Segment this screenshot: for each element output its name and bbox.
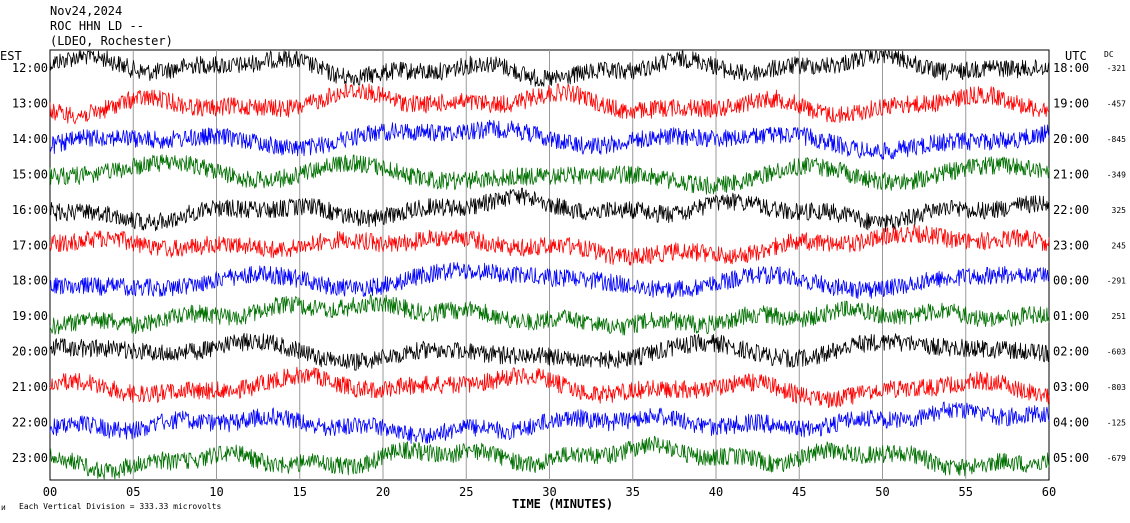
x-tick-label: 50 xyxy=(875,485,889,499)
x-tick-label: 30 xyxy=(542,485,556,499)
dc-offset-label: -679 xyxy=(1107,454,1126,463)
dc-offset-label: -125 xyxy=(1107,419,1126,428)
seismic-trace xyxy=(49,401,1050,444)
est-hour-label: 12:00 xyxy=(12,61,48,75)
dc-offset-label: -603 xyxy=(1107,348,1126,357)
dc-offset-label: -803 xyxy=(1107,383,1126,392)
est-hour-label: 22:00 xyxy=(12,416,48,430)
dc-offset-label: -349 xyxy=(1107,170,1126,179)
x-tick-label: 40 xyxy=(709,485,723,499)
est-hour-label: 15:00 xyxy=(12,167,48,181)
x-tick-label: 10 xyxy=(209,485,223,499)
est-hour-label: 13:00 xyxy=(12,96,48,110)
utc-hour-label: 00:00 xyxy=(1053,274,1089,288)
x-axis-title: TIME (MINUTES) xyxy=(512,497,613,511)
seismic-trace xyxy=(49,187,1050,233)
dc-offset-label: -321 xyxy=(1107,64,1126,73)
seismic-trace xyxy=(49,332,1050,371)
utc-hour-label: 22:00 xyxy=(1053,203,1089,217)
seismic-trace xyxy=(49,154,1050,195)
seismic-trace xyxy=(49,366,1050,409)
x-tick-label: 05 xyxy=(126,485,140,499)
x-tick-label: 55 xyxy=(959,485,973,499)
seismic-trace xyxy=(49,261,1050,299)
vertical-grid xyxy=(132,50,967,480)
utc-hour-label: 01:00 xyxy=(1053,309,1089,323)
dc-offset-label: -457 xyxy=(1107,99,1126,108)
corner-mark: ᴎ xyxy=(1,503,6,512)
est-hour-label: 21:00 xyxy=(12,380,48,394)
x-tick-label: 00 xyxy=(43,485,57,499)
x-tick-label: 35 xyxy=(626,485,640,499)
x-tick-label: 15 xyxy=(293,485,307,499)
seismic-trace xyxy=(49,224,1050,266)
x-tick-label: 20 xyxy=(376,485,390,499)
utc-hour-label: 04:00 xyxy=(1053,416,1089,430)
est-hour-label: 14:00 xyxy=(12,132,48,146)
utc-hour-label: 21:00 xyxy=(1053,167,1089,181)
est-hour-label: 17:00 xyxy=(12,238,48,252)
utc-hour-label: 23:00 xyxy=(1053,238,1089,252)
scale-note: Each Vertical Division = 333.33 microvol… xyxy=(19,502,221,511)
utc-hour-label: 05:00 xyxy=(1053,451,1089,465)
dc-header-label: DC xyxy=(1104,50,1114,59)
network-label: (LDEO, Rochester) xyxy=(50,34,173,48)
est-zone-label: EST xyxy=(0,49,22,63)
utc-hour-label: 20:00 xyxy=(1053,132,1089,146)
x-tick-label: 25 xyxy=(459,485,473,499)
date-label: Nov24,2024 xyxy=(50,4,122,18)
seismic-trace xyxy=(49,83,1050,125)
est-hour-label: 18:00 xyxy=(12,274,48,288)
est-hour-label: 20:00 xyxy=(12,345,48,359)
dc-offset-label: 251 xyxy=(1112,312,1127,321)
dc-offset-label: -291 xyxy=(1107,277,1126,286)
utc-hour-label: 03:00 xyxy=(1053,380,1089,394)
dc-offset-label: 245 xyxy=(1112,241,1127,250)
row-labels: 12:00 18:00 -321 13:00 19:00 -457 14:00 20:00 -8… xyxy=(12,61,1126,465)
seismic-trace xyxy=(49,294,1050,336)
dc-offset-label: 325 xyxy=(1112,206,1127,215)
x-tick-label: 45 xyxy=(792,485,806,499)
seismic-trace xyxy=(49,50,1050,87)
utc-hour-label: 02:00 xyxy=(1053,345,1089,359)
utc-zone-label: UTC xyxy=(1065,49,1087,63)
x-tick-label: 60 xyxy=(1042,485,1056,499)
dc-offset-label: -845 xyxy=(1107,135,1126,144)
est-hour-label: 19:00 xyxy=(12,309,48,323)
x-axis-ticks: 00 05 10 15 20 25 30 35 40 45 50 55 60 xyxy=(43,485,1056,499)
utc-hour-label: 19:00 xyxy=(1053,96,1089,110)
utc-hour-label: 18:00 xyxy=(1053,61,1089,75)
seismic-trace xyxy=(49,119,1050,160)
est-hour-label: 23:00 xyxy=(12,451,48,465)
trace-lines xyxy=(49,50,1050,480)
seismic-trace xyxy=(49,435,1050,480)
est-hour-label: 16:00 xyxy=(12,203,48,217)
station-label: ROC HHN LD -- xyxy=(50,19,144,33)
